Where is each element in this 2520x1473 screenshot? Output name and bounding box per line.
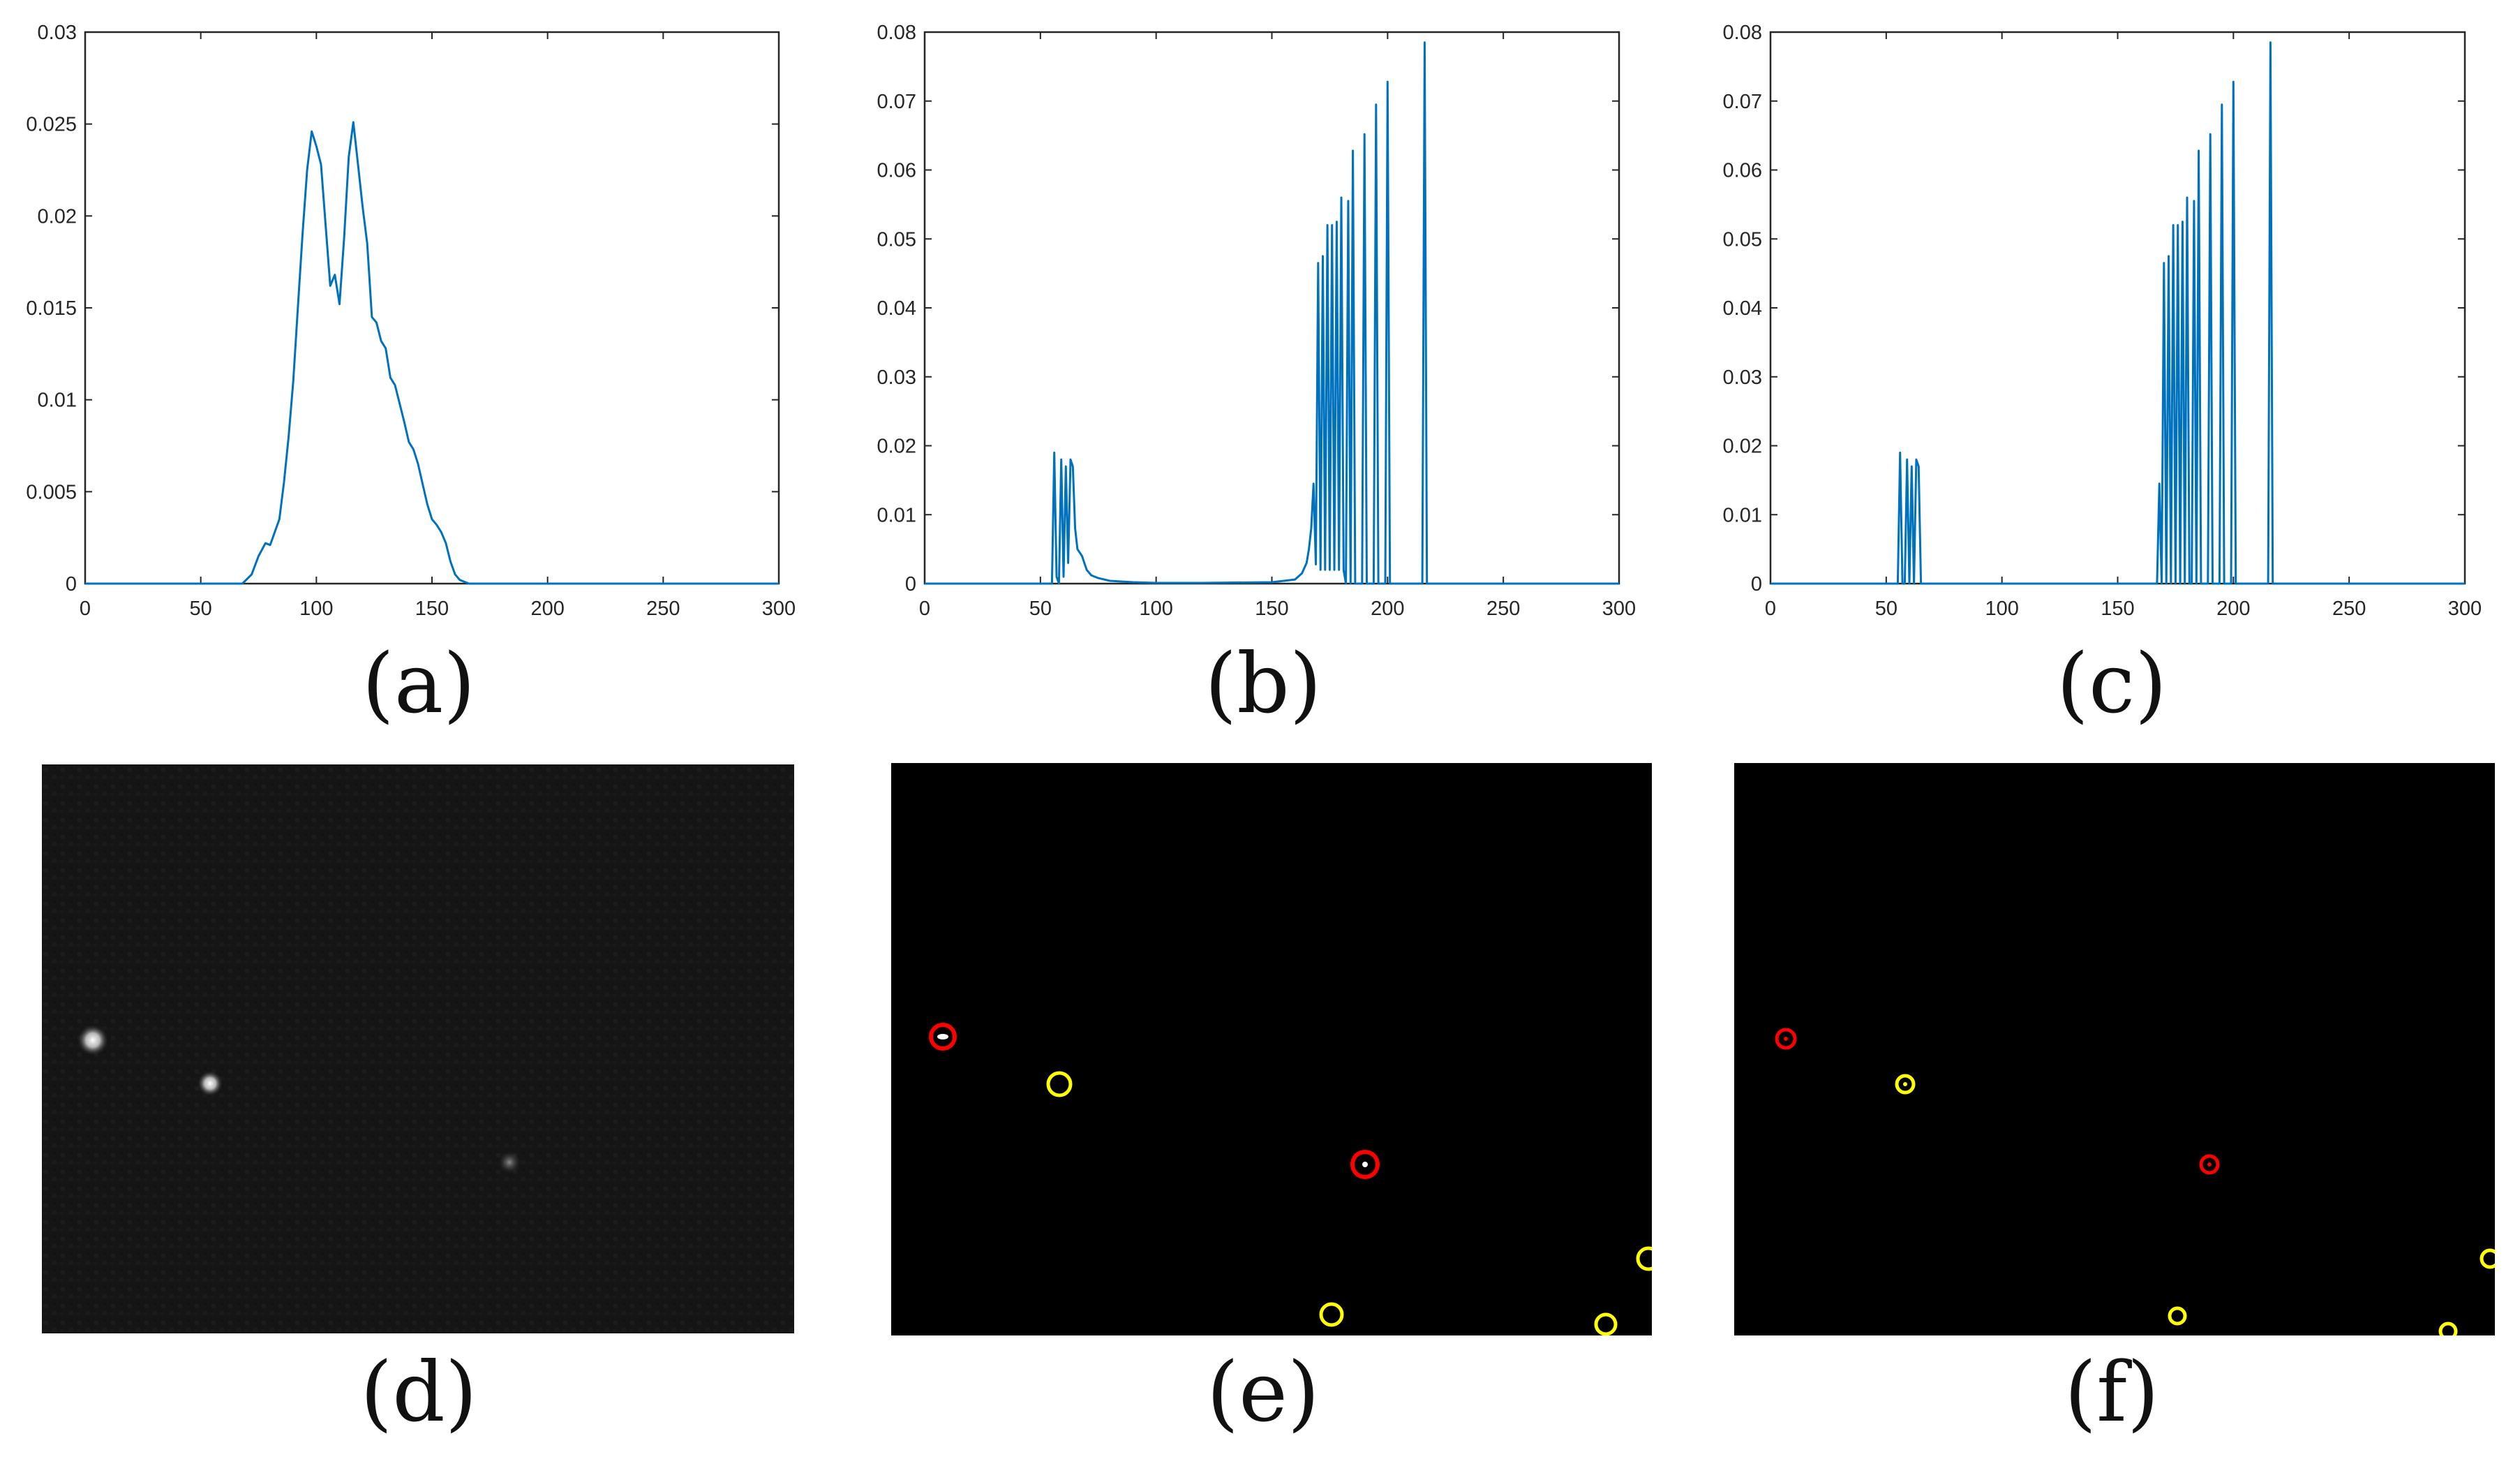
panel-label-b: (b) <box>1205 635 1322 732</box>
y-tick-label: 0.05 <box>877 228 916 251</box>
red-detection-circle <box>1775 1028 1797 1050</box>
y-tick-label: 0.01 <box>1723 504 1762 526</box>
y-tick-label: 0.06 <box>877 160 916 182</box>
y-tick-label: 0 <box>905 573 916 595</box>
y-tick-label: 0.03 <box>877 367 916 389</box>
x-tick-label: 0 <box>80 598 91 620</box>
yellow-detection-circle <box>1895 1074 1916 1095</box>
red-detection-circle <box>929 1023 957 1051</box>
noise-background <box>42 764 794 1333</box>
y-tick-label: 0.08 <box>1723 22 1762 44</box>
chart-b: 0 50 100 150 200 250 300 0 0.01 0.02 0.03 0.04 0.05 0… <box>877 22 1636 620</box>
detections-f <box>1775 1028 2495 1335</box>
chart-c: 0 50 100 150 200 250 300 0 0.01 0.02 0.03 0.04 0.05 0… <box>1723 22 2482 620</box>
red-detection-circle <box>2199 1154 2220 1175</box>
detected-spot <box>2207 1162 2212 1167</box>
y-tick-label: 0.07 <box>1723 91 1762 113</box>
x-tick-label: 300 <box>762 598 796 620</box>
yellow-detection-circle <box>1636 1246 1652 1271</box>
x-tick-label: 50 <box>1875 598 1898 620</box>
y-tick-label: 0 <box>66 573 77 595</box>
x-tick-label: 100 <box>1985 598 2018 620</box>
yellow-detection-circle <box>2480 1248 2495 1269</box>
yellow-detection-circle <box>1319 1302 1344 1327</box>
panel-f-image <box>1734 763 2495 1335</box>
y-tick-label: 0.03 <box>1723 367 1762 389</box>
detected-spot <box>1903 1082 1907 1086</box>
plot-area-c <box>1769 31 2466 585</box>
yellow-detection-circle <box>1594 1312 1618 1335</box>
panel-label-f: (f) <box>2064 1344 2159 1440</box>
red-detection-circle <box>1350 1150 1380 1179</box>
y-tick-label: 0.02 <box>877 436 916 458</box>
y-tick-label: 0.05 <box>1723 228 1762 251</box>
y-tick-label: 0.01 <box>38 390 77 412</box>
x-tick-label: 50 <box>1029 598 1052 620</box>
x-tick-label: 200 <box>530 598 564 620</box>
panel-e-image <box>891 763 1652 1335</box>
y-tick-label: 0.02 <box>1723 436 1762 458</box>
yellow-detection-circle <box>1046 1071 1073 1097</box>
panel-label-a: (a) <box>361 635 476 732</box>
detections-e <box>929 1023 1652 1335</box>
detected-spot <box>1784 1037 1788 1041</box>
x-tick-label: 100 <box>1139 598 1172 620</box>
chart-a: 0 50 100 150 200 250 300 0 0.005 0.01 0.015 0.02 0.0… <box>26 22 796 620</box>
x-tick-label: 0 <box>1765 598 1776 620</box>
dim-spot <box>498 1151 521 1174</box>
y-tick-label: 0.01 <box>877 504 916 526</box>
detected-spot <box>937 1034 948 1039</box>
y-tick-label: 0.005 <box>26 481 77 503</box>
x-tick-label: 100 <box>299 598 333 620</box>
yellow-detection-circle <box>2438 1322 2458 1335</box>
y-tick-label: 0.015 <box>26 297 77 320</box>
x-tick-label: 50 <box>190 598 212 620</box>
y-tick-label: 0 <box>1751 573 1762 595</box>
bright-spot <box>197 1071 223 1096</box>
x-tick-label: 250 <box>646 598 680 620</box>
x-tick-label: 300 <box>2448 598 2482 620</box>
x-tick-label: 250 <box>1486 598 1520 620</box>
y-tick-label: 0.04 <box>877 297 916 320</box>
spots-photo <box>42 764 794 1333</box>
yellow-detection-circle <box>2168 1306 2187 1326</box>
x-tick-label: 200 <box>1371 598 1404 620</box>
x-tick-label: 150 <box>2101 598 2134 620</box>
x-tick-label: 150 <box>1255 598 1288 620</box>
x-tick-label: 200 <box>2216 598 2250 620</box>
y-tick-label: 0.025 <box>26 114 77 136</box>
x-tick-label: 150 <box>415 598 449 620</box>
y-tick-label: 0.06 <box>1723 160 1762 182</box>
y-tick-label: 0.07 <box>877 91 916 113</box>
x-tick-label: 250 <box>2332 598 2366 620</box>
plot-area-a <box>84 31 780 585</box>
y-tick-label: 0.08 <box>877 22 916 44</box>
panel-label-e: (e) <box>1207 1344 1320 1440</box>
series-line-a <box>85 121 779 585</box>
detected-spot <box>1362 1162 1368 1167</box>
plot-area-b <box>923 31 1620 585</box>
series-line-c <box>1770 41 2465 585</box>
y-tick-label: 0.04 <box>1723 297 1762 320</box>
x-tick-label: 0 <box>919 598 930 620</box>
series-line-b <box>925 41 1619 585</box>
panel-label-c: (c) <box>2056 635 2168 732</box>
bright-spot <box>77 1025 108 1056</box>
panel-d-image <box>42 764 794 1333</box>
y-tick-label: 0.02 <box>38 205 77 228</box>
panel-label-d: (d) <box>360 1344 477 1440</box>
y-tick-label: 0.03 <box>38 22 77 44</box>
x-tick-label: 300 <box>1602 598 1636 620</box>
